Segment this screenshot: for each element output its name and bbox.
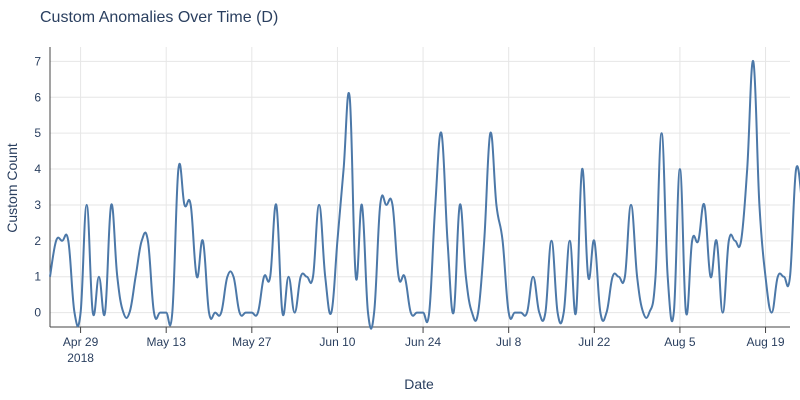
y-tick-label: 3: [34, 198, 41, 212]
x-tick-label: Jun 10: [319, 335, 355, 349]
y-tick-label: 1: [34, 270, 41, 284]
series-line: [49, 60, 800, 330]
axes: [49, 47, 790, 333]
x-tick-label: Aug 5: [664, 335, 696, 349]
x-tick-label: Apr 29: [63, 335, 99, 349]
series-layer: [49, 60, 800, 330]
x-tick-label: Jul 22: [578, 335, 610, 349]
y-tick-label: 7: [34, 54, 41, 68]
y-tick-label: 2: [34, 234, 41, 248]
x-tick-label: Aug 19: [747, 335, 785, 349]
y-axis-title: Custom Count: [4, 143, 20, 233]
chart-title: Custom Anomalies Over Time (D): [40, 9, 279, 26]
x-tick-label: Jul 8: [496, 335, 522, 349]
y-tick-label: 5: [34, 126, 41, 140]
x-tick-label: May 27: [232, 335, 272, 349]
x-tick-sublabel: 2018: [67, 351, 94, 365]
y-tick-label: 4: [34, 162, 41, 176]
x-tick-label: Jun 24: [405, 335, 441, 349]
y-tick-label: 6: [34, 90, 41, 104]
x-axis-title: Date: [404, 376, 434, 392]
x-tick-label: May 13: [147, 335, 187, 349]
y-tick-label: 0: [34, 306, 41, 320]
tick-labels: 0 1 2 3 4 5 6 7 Apr 29 2018 May 13 May 27 Jun 10 Jun …: [34, 54, 785, 365]
